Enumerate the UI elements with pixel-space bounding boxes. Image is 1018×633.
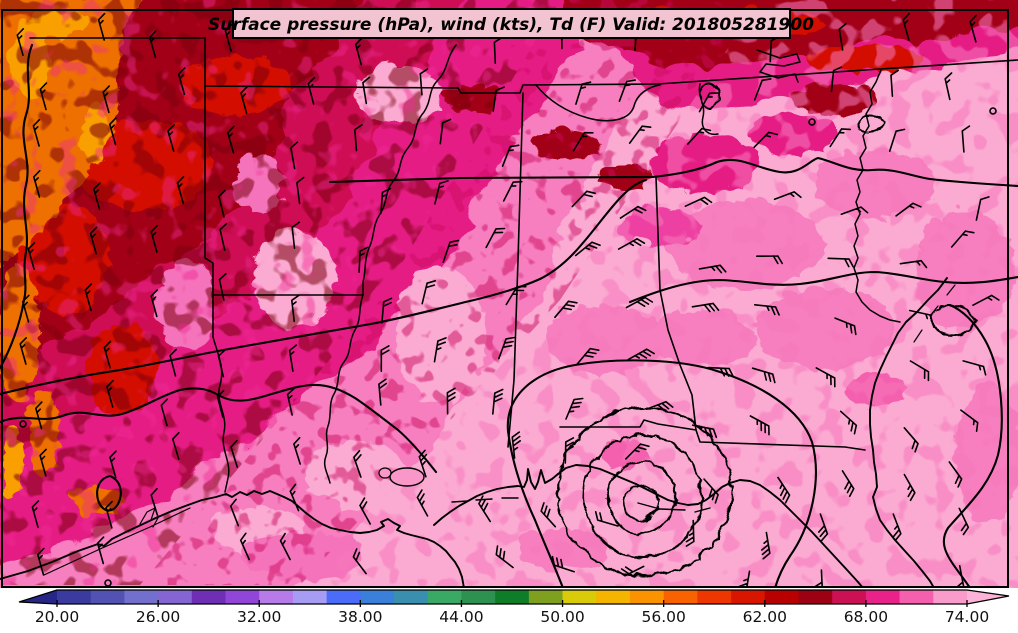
isobar-left-edge	[0, 43, 34, 370]
colorbar-tick-label: 26.00	[136, 608, 180, 626]
colorbar: 20.00 26.00 32.00 38.00 44.00 50.00 56.00 62.00…	[18, 589, 1010, 626]
colorbar-tick-label: 68.00	[844, 608, 888, 626]
colorbar-segment	[832, 590, 867, 604]
colorbar-segment	[528, 590, 564, 604]
isobar-small-loops	[697, 80, 884, 133]
colorbar-segment	[90, 590, 125, 604]
colorbar-segment	[562, 590, 597, 604]
colorbar-segment	[865, 590, 901, 604]
state-borders	[29, 37, 1018, 451]
isobar-loop-ne	[928, 301, 976, 335]
colorbar-tick-label: 74.00	[945, 608, 989, 626]
colorbar-segment	[697, 590, 732, 604]
isobar-ga-middle	[628, 270, 1018, 304]
colorbar-segment	[57, 590, 92, 604]
coastline	[0, 277, 956, 588]
isobars	[0, 43, 1018, 588]
colorbar-over-arrow	[967, 590, 1009, 604]
colorbar-segment	[596, 590, 631, 604]
colorbar-segment	[326, 590, 361, 604]
colorbar-segment	[495, 590, 530, 604]
colorbar-tick-label: 50.00	[540, 608, 584, 626]
colorbar-segment	[394, 590, 429, 604]
colorbar-segment	[663, 590, 698, 604]
colorbar-segment	[629, 590, 665, 604]
colorbar-segment	[158, 590, 193, 604]
colorbar-segment	[191, 590, 227, 604]
colorbar-segment	[764, 590, 800, 604]
colorbar-segment	[360, 590, 395, 604]
colorbar-segment	[124, 590, 159, 604]
colorbar-segment	[461, 590, 496, 604]
colorbar-segment	[731, 590, 766, 604]
isobar-outer-storm	[506, 359, 817, 588]
storm-isobars	[554, 404, 732, 576]
isobar-la-wavy	[0, 383, 438, 474]
colorbar-segment	[259, 590, 294, 604]
colorbar-segment	[225, 590, 260, 604]
geography	[0, 37, 1018, 588]
isobar-straight-al-ga	[328, 156, 1018, 188]
colorbar-segment	[292, 590, 328, 604]
map-title: Surface pressure (hPa), wind (kts), Td (…	[208, 15, 814, 35]
colorbar-tick-label: 32.00	[237, 608, 281, 626]
colorbar-tick-label: 62.00	[743, 608, 787, 626]
colorbar-segment	[427, 590, 463, 604]
colorbar-tick-label: 38.00	[338, 608, 382, 626]
colorbar-segment	[933, 590, 968, 604]
colorbar-tick-label: 56.00	[641, 608, 685, 626]
colorbar-segment	[798, 590, 833, 604]
colorbar-tick-label: 20.00	[35, 608, 79, 626]
colorbar-tick-label: 44.00	[439, 608, 483, 626]
isobar-offshore-east	[942, 303, 1003, 588]
colorbar-segment	[899, 590, 934, 604]
title-box: Surface pressure (hPa), wind (kts), Td (…	[208, 8, 814, 39]
wind-barbs	[16, 12, 1000, 588]
isobar-long-west	[0, 178, 648, 396]
wind-barb-glyphs	[16, 12, 1000, 588]
